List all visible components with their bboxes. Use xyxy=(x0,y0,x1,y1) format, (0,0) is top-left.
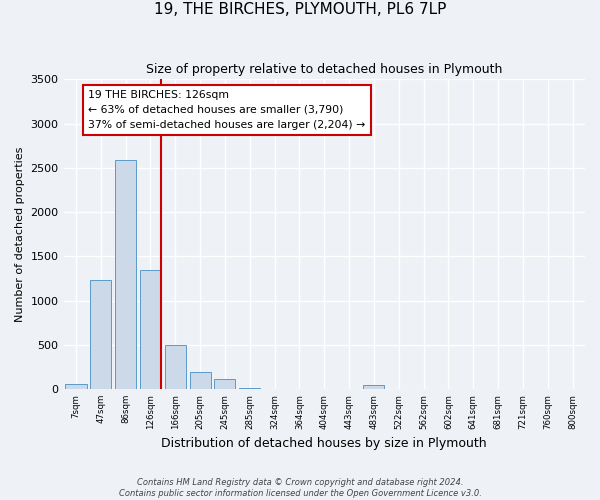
Bar xyxy=(65,384,86,389)
Bar xyxy=(90,280,112,389)
Bar xyxy=(140,270,161,389)
Text: Contains HM Land Registry data © Crown copyright and database right 2024.
Contai: Contains HM Land Registry data © Crown c… xyxy=(119,478,481,498)
Y-axis label: Number of detached properties: Number of detached properties xyxy=(15,146,25,322)
Bar xyxy=(115,160,136,389)
Bar xyxy=(239,388,260,389)
Bar xyxy=(165,344,186,389)
Bar xyxy=(190,372,211,389)
Title: Size of property relative to detached houses in Plymouth: Size of property relative to detached ho… xyxy=(146,62,502,76)
X-axis label: Distribution of detached houses by size in Plymouth: Distribution of detached houses by size … xyxy=(161,437,487,450)
Text: 19, THE BIRCHES, PLYMOUTH, PL6 7LP: 19, THE BIRCHES, PLYMOUTH, PL6 7LP xyxy=(154,2,446,18)
Bar xyxy=(364,384,385,389)
Text: 19 THE BIRCHES: 126sqm
← 63% of detached houses are smaller (3,790)
37% of semi-: 19 THE BIRCHES: 126sqm ← 63% of detached… xyxy=(88,90,365,130)
Bar xyxy=(214,379,235,389)
